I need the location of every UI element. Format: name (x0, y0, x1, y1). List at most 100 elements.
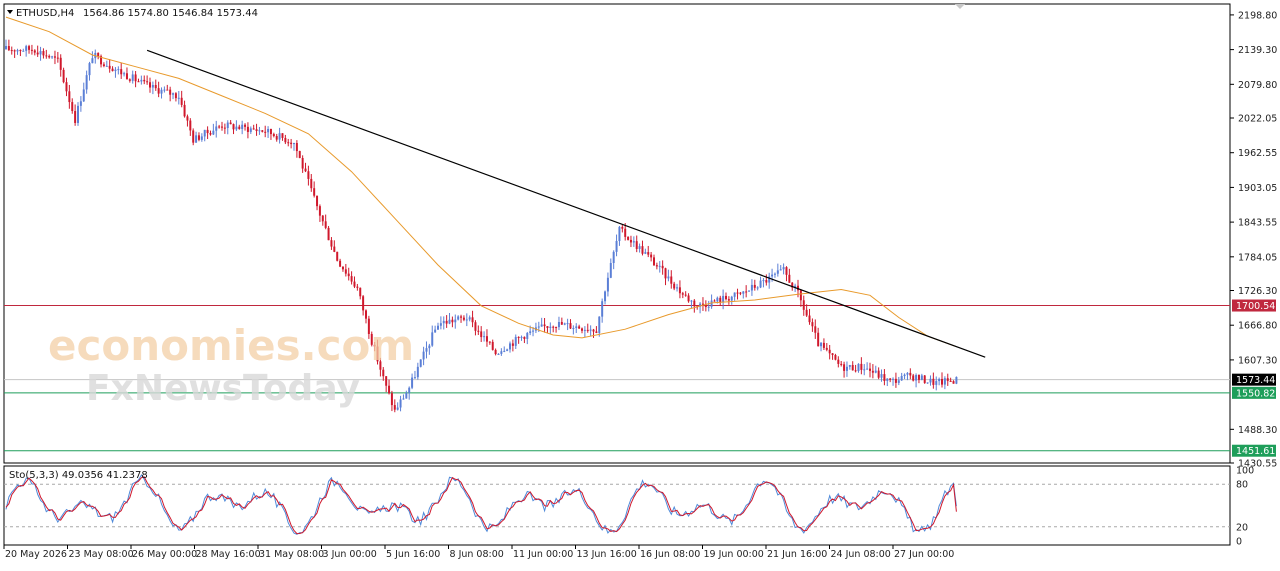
candle-body (405, 393, 408, 399)
price-tick-label: 1607.30 (1238, 355, 1277, 366)
candle-body (416, 366, 419, 378)
candle-body (583, 329, 586, 331)
candle-body (840, 363, 843, 365)
price-tick-label: 1962.55 (1238, 148, 1277, 159)
candle-body (356, 286, 359, 288)
candle-body (848, 365, 851, 367)
time-tick-label: 20 May 2026 (5, 549, 67, 560)
candle-body (609, 263, 612, 278)
candle-body (581, 328, 583, 331)
candle-body (269, 128, 272, 135)
candle-body (71, 102, 74, 112)
candle-body (834, 355, 837, 360)
candle-body (85, 75, 88, 90)
candle-body (785, 267, 788, 275)
candle-body (197, 135, 200, 140)
candle-body (367, 318, 370, 334)
candle-body (318, 206, 321, 216)
candle-body (883, 374, 886, 381)
candle-body (889, 378, 892, 380)
candle-body (353, 281, 356, 287)
candle-body (650, 254, 653, 258)
stochastic-label: Sto(5,3,3) 49.0356 41.2378 (9, 470, 148, 481)
candle-body (382, 369, 385, 377)
price-tick-label: 1726.30 (1238, 286, 1277, 297)
candle-body (678, 287, 681, 294)
candle-body (762, 280, 765, 282)
candle-body (641, 246, 644, 254)
candle-body (532, 330, 535, 332)
candle-body (825, 347, 828, 350)
candle-body (362, 296, 365, 311)
candle-body (422, 351, 425, 360)
candle-body (511, 343, 514, 346)
candle-body (218, 126, 221, 128)
price-tick-label: 1843.55 (1238, 218, 1277, 229)
candle-body (114, 69, 117, 72)
candle-body (894, 378, 897, 383)
candle-body (350, 276, 353, 282)
candle-body (88, 63, 91, 76)
candle-body (244, 124, 247, 127)
candle-body (805, 309, 808, 316)
watermark-line2: FxNewsToday (86, 368, 360, 409)
candle-body (192, 130, 195, 143)
candle-body (710, 300, 713, 307)
candle-body (874, 370, 877, 373)
candle-body (750, 284, 753, 291)
candle-body (604, 291, 607, 302)
time-tick-label: 8 Jun 08:00 (450, 549, 504, 560)
candle-body (653, 257, 655, 266)
candle-body (799, 290, 802, 301)
candle-body (166, 89, 169, 91)
candle-body (413, 377, 416, 379)
candle-body (255, 129, 258, 131)
candle-body (465, 319, 468, 321)
candle-body (125, 73, 128, 80)
candle-body (454, 319, 457, 323)
candle-body (261, 130, 264, 132)
candle-body (892, 378, 895, 380)
level-price-label: 1550.82 (1236, 388, 1275, 399)
candle-body (857, 363, 860, 372)
candle-body (105, 65, 108, 67)
collapse-triangle-icon[interactable] (7, 10, 13, 14)
candle-body (287, 142, 290, 144)
candle-body (606, 277, 609, 292)
candle-body (347, 273, 350, 277)
candle-body (324, 221, 327, 228)
candle-body (77, 105, 79, 123)
candle-body (736, 292, 739, 294)
candle-body (442, 320, 445, 324)
level-price-tag (1232, 386, 1276, 399)
candle-body (249, 128, 252, 132)
candle-body (955, 376, 958, 384)
candle-body (923, 375, 926, 383)
candle-body (742, 291, 745, 294)
candle-body (169, 89, 172, 95)
candle-body (439, 323, 442, 326)
candle-body (370, 333, 373, 345)
candle-body (359, 287, 362, 297)
candle-body (820, 342, 823, 347)
candle-body (339, 260, 342, 267)
candle-body (16, 50, 19, 52)
candle-body (523, 336, 526, 339)
candle-body (19, 50, 22, 52)
candle-body (385, 376, 388, 386)
price-tick-label: 2079.80 (1238, 80, 1277, 91)
candle-body (920, 375, 923, 380)
candle-body (768, 276, 771, 283)
price-tick-label: 1488.30 (1238, 425, 1277, 436)
candle-body (644, 252, 647, 254)
candle-body (128, 79, 131, 81)
candle-body (163, 89, 166, 91)
candle-body (36, 52, 39, 55)
candle-body (238, 126, 241, 129)
candle-body (177, 97, 180, 99)
time-tick-label: 3 Jun 00:00 (323, 549, 377, 560)
candle-body (687, 295, 690, 302)
candle-body (102, 64, 105, 67)
candle-body (540, 324, 543, 327)
